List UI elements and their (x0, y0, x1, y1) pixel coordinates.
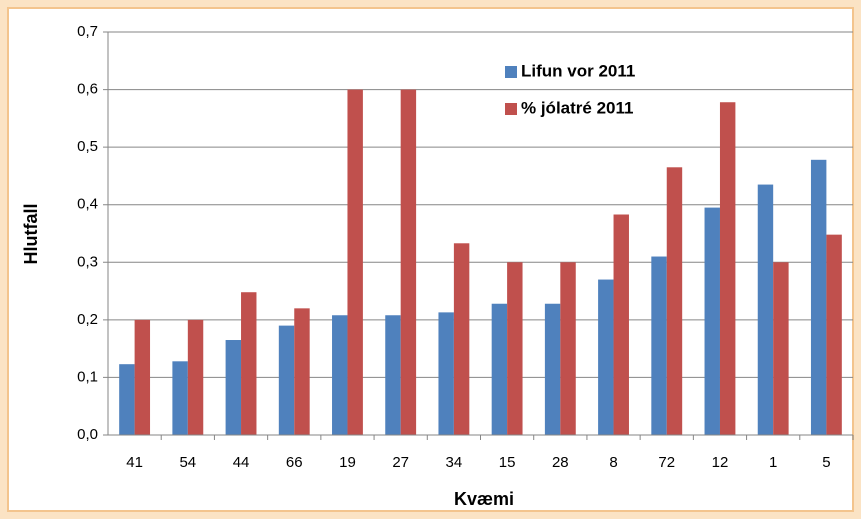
legend-swatch (505, 66, 517, 78)
y-axis-label: Hlutfall (21, 204, 41, 265)
x-tick-label: 12 (712, 454, 729, 471)
bar (278, 325, 295, 435)
y-tick-label: 0,4 (77, 196, 98, 213)
bar (385, 315, 401, 435)
bar (704, 207, 720, 435)
bar (773, 262, 789, 435)
y-tick-label: 0,3 (77, 253, 98, 270)
bar (453, 243, 470, 435)
x-axis-label: Kvæmi (454, 489, 514, 509)
bar (241, 292, 257, 435)
bar (294, 308, 310, 435)
bar (400, 89, 417, 436)
x-tick-label: 54 (179, 454, 196, 471)
bar (666, 167, 683, 436)
x-tick-label: 28 (552, 454, 569, 471)
x-tick-label: 5 (822, 454, 830, 471)
bar (826, 234, 842, 435)
bar (491, 303, 508, 435)
bar (651, 256, 667, 435)
bar (507, 262, 523, 435)
x-tick-label: 34 (446, 454, 463, 471)
x-tick-label: 72 (658, 454, 675, 471)
legend-swatch (505, 103, 517, 115)
y-tick-label: 0,7 (77, 23, 98, 40)
bar (172, 361, 188, 435)
bar (810, 159, 827, 435)
bar (225, 340, 242, 435)
y-tick-label: 0,2 (77, 311, 98, 328)
bar (438, 312, 454, 435)
bar (544, 303, 561, 435)
bar (347, 89, 363, 436)
y-tick-label: 0,5 (77, 138, 98, 155)
bar (613, 214, 629, 435)
x-tick-label: 19 (339, 454, 356, 471)
bar (134, 319, 151, 435)
bar (560, 262, 576, 435)
legend-label: % jólatré 2011 (521, 98, 633, 117)
x-tick-label: 44 (233, 454, 250, 471)
y-tick-label: 0,0 (77, 426, 98, 443)
bar (119, 364, 135, 435)
bar (332, 315, 348, 435)
bar (719, 102, 736, 435)
x-tick-label: 8 (609, 454, 617, 471)
bar (598, 279, 614, 435)
x-tick-label: 27 (392, 454, 409, 471)
y-tick-label: 0,1 (77, 368, 98, 385)
x-tick-label: 15 (499, 454, 516, 471)
x-tick-label: 66 (286, 454, 303, 471)
bar (187, 319, 204, 435)
legend-label: Lifun vor 2011 (521, 61, 635, 80)
x-tick-label: 1 (769, 454, 777, 471)
x-tick-label: 41 (126, 454, 143, 471)
bar (757, 184, 774, 435)
y-tick-label: 0,6 (77, 81, 98, 98)
